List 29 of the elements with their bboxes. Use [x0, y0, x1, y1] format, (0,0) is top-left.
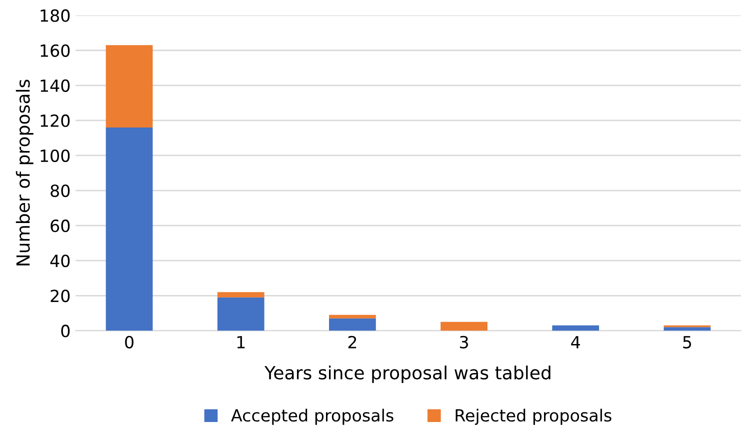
x-tick-label: 2 [348, 336, 356, 348]
y-tick-label: 20 [50, 290, 70, 302]
bar [329, 318, 376, 331]
y-axis-title: Number of proposals [16, 80, 34, 266]
y-tick-label: 0 [61, 324, 70, 338]
y-tick-label: 120 [40, 114, 70, 128]
bar [440, 322, 488, 331]
x-tick-label: 5 [683, 336, 692, 348]
bar [664, 327, 711, 331]
x-axis-title: Years since proposal was tabled [264, 366, 550, 384]
x-tick-label: 0 [125, 336, 134, 348]
y-tick-label: 40 [50, 254, 70, 268]
bar [329, 314, 376, 318]
y-tick-label: 100 [40, 149, 70, 162]
y-tick-label: 60 [50, 220, 70, 232]
x-tick-label: 3 [460, 336, 468, 348]
bar [106, 45, 153, 128]
legend-label: Accepted proposals [231, 408, 394, 425]
y-tick-label: 80 [50, 184, 70, 198]
bar [106, 127, 153, 331]
y-tick-label: 180 [40, 9, 70, 22]
x-tick-label: 4 [571, 336, 580, 348]
bar [552, 325, 600, 331]
y-tick-label: 140 [40, 79, 70, 92]
bar [217, 292, 264, 298]
legend-label: Rejected proposals [456, 408, 612, 425]
y-tick-label: 160 [40, 44, 70, 57]
bar [217, 297, 264, 331]
x-tick-label: 1 [237, 336, 245, 348]
